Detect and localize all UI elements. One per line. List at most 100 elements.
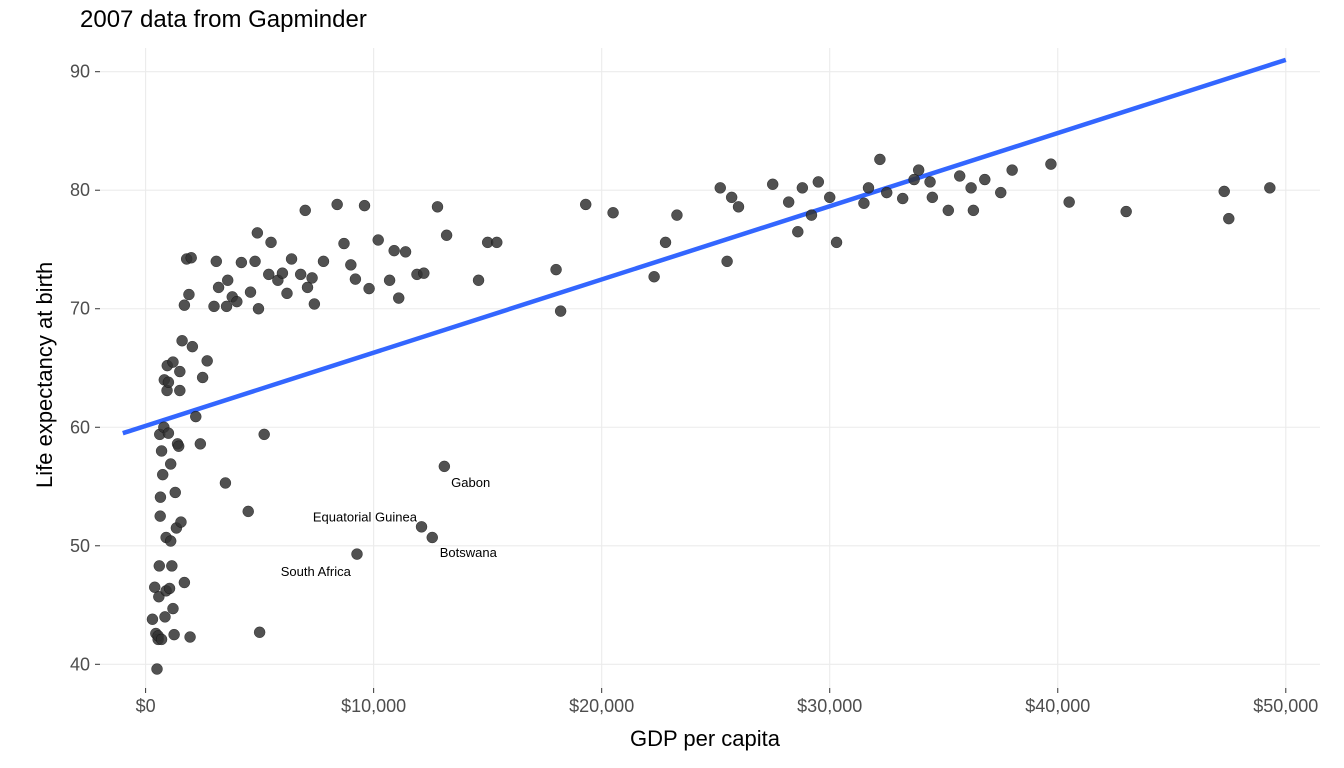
data-point bbox=[309, 299, 320, 310]
data-point bbox=[197, 372, 208, 383]
data-point bbox=[167, 603, 178, 614]
chart-title: 2007 data from Gapminder bbox=[80, 6, 367, 34]
y-tick-label: 50 bbox=[70, 536, 90, 556]
data-point bbox=[555, 306, 566, 317]
data-point bbox=[909, 174, 920, 185]
point-annotation: Botswana bbox=[440, 545, 498, 560]
data-point bbox=[551, 264, 562, 275]
data-point bbox=[427, 532, 438, 543]
point-annotation: Equatorial Guinea bbox=[313, 509, 418, 524]
data-point bbox=[159, 611, 170, 622]
data-point bbox=[389, 245, 400, 256]
data-point bbox=[943, 205, 954, 216]
data-point bbox=[373, 235, 384, 246]
data-point bbox=[266, 237, 277, 248]
data-point bbox=[231, 296, 242, 307]
data-point bbox=[183, 289, 194, 300]
data-point bbox=[195, 438, 206, 449]
point-annotation: South Africa bbox=[281, 564, 352, 579]
data-point bbox=[608, 207, 619, 218]
data-point bbox=[722, 256, 733, 267]
data-point bbox=[384, 275, 395, 286]
data-point bbox=[221, 301, 232, 312]
scatter-chart-svg: $0$10,000$20,000$30,000$40,000$50,000405… bbox=[0, 0, 1344, 768]
data-point bbox=[166, 560, 177, 571]
data-point bbox=[163, 428, 174, 439]
data-point bbox=[792, 226, 803, 237]
x-tick-label: $40,000 bbox=[1025, 696, 1090, 716]
data-point bbox=[302, 282, 313, 293]
data-point bbox=[806, 210, 817, 221]
data-point bbox=[175, 517, 186, 528]
data-point bbox=[783, 197, 794, 208]
data-point bbox=[254, 627, 265, 638]
data-point bbox=[236, 257, 247, 268]
data-point bbox=[473, 275, 484, 286]
data-point bbox=[913, 165, 924, 176]
data-point bbox=[927, 192, 938, 203]
data-point bbox=[165, 536, 176, 547]
data-point bbox=[186, 252, 197, 263]
data-point bbox=[147, 614, 158, 625]
data-point bbox=[863, 182, 874, 193]
data-point bbox=[167, 357, 178, 368]
data-point bbox=[155, 492, 166, 503]
data-point bbox=[649, 271, 660, 282]
data-point bbox=[1064, 197, 1075, 208]
data-point bbox=[351, 549, 362, 560]
data-point bbox=[400, 246, 411, 257]
data-point bbox=[359, 200, 370, 211]
x-tick-label: $10,000 bbox=[341, 696, 406, 716]
x-tick-label: $20,000 bbox=[569, 696, 634, 716]
data-point bbox=[441, 230, 452, 241]
data-point bbox=[813, 176, 824, 187]
data-point bbox=[1121, 206, 1132, 217]
y-tick-label: 90 bbox=[70, 62, 90, 82]
data-point bbox=[954, 171, 965, 182]
data-point bbox=[416, 521, 427, 532]
data-point bbox=[491, 237, 502, 248]
data-point bbox=[1223, 213, 1234, 224]
data-point bbox=[163, 377, 174, 388]
data-point bbox=[277, 268, 288, 279]
data-point bbox=[185, 632, 196, 643]
data-point bbox=[245, 287, 256, 298]
data-point bbox=[715, 182, 726, 193]
data-point bbox=[155, 511, 166, 522]
data-point bbox=[979, 174, 990, 185]
data-point bbox=[345, 259, 356, 270]
data-point bbox=[824, 192, 835, 203]
data-point bbox=[152, 664, 163, 675]
data-point bbox=[187, 341, 198, 352]
data-point bbox=[165, 459, 176, 470]
data-point bbox=[253, 303, 264, 314]
data-point bbox=[831, 237, 842, 248]
data-point bbox=[364, 283, 375, 294]
data-point bbox=[213, 282, 224, 293]
data-point bbox=[179, 300, 190, 311]
data-point bbox=[157, 469, 168, 480]
data-point bbox=[995, 187, 1006, 198]
y-tick-label: 70 bbox=[70, 299, 90, 319]
data-point bbox=[156, 634, 167, 645]
data-point bbox=[156, 445, 167, 456]
data-point bbox=[300, 205, 311, 216]
data-point bbox=[874, 154, 885, 165]
data-point bbox=[190, 411, 201, 422]
data-point bbox=[966, 182, 977, 193]
x-tick-label: $0 bbox=[136, 696, 156, 716]
data-point bbox=[173, 441, 184, 452]
x-tick-label: $30,000 bbox=[797, 696, 862, 716]
data-point bbox=[174, 385, 185, 396]
data-point bbox=[1045, 159, 1056, 170]
data-point bbox=[339, 238, 350, 249]
data-point bbox=[897, 193, 908, 204]
data-point bbox=[250, 256, 261, 267]
data-point bbox=[174, 366, 185, 377]
x-tick-label: $50,000 bbox=[1253, 696, 1318, 716]
data-point bbox=[797, 182, 808, 193]
data-point bbox=[968, 205, 979, 216]
data-point bbox=[350, 274, 361, 285]
plot-panel bbox=[100, 48, 1320, 688]
data-point bbox=[432, 201, 443, 212]
